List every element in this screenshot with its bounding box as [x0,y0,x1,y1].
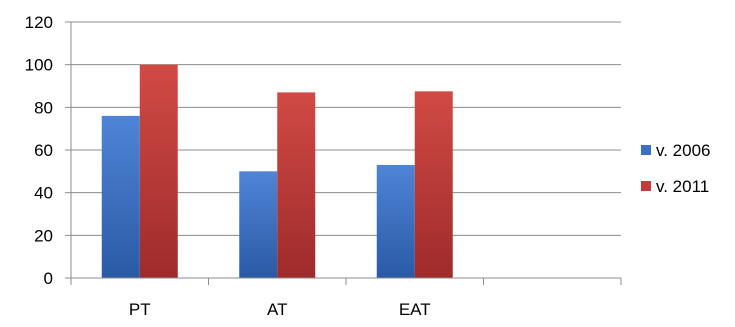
x-tick-label: PT [129,300,151,319]
y-tick-label: 0 [44,269,53,288]
x-tick-labels: PT AT EAT [129,300,431,319]
axes [65,21,622,285]
legend-label: v. 2006 [656,141,711,160]
legend-swatch [641,181,651,191]
y-tick-label: 60 [34,141,53,160]
bar-at-series-1 [277,92,316,279]
bar-eat-series-0 [376,164,415,278]
y-tick-labels: 0 20 40 60 80 100 120 [25,13,53,288]
bar-eat-series-1 [414,91,453,278]
bars [101,64,453,279]
y-tick-label: 20 [34,226,53,245]
bar-pt-series-0 [101,115,140,278]
x-tick-label: EAT [399,300,431,319]
legend-label: v. 2011 [656,177,709,196]
x-tick-label: AT [267,300,287,319]
legend: v. 2006 v. 2011 [641,141,711,196]
y-tick-label: 80 [34,98,53,117]
y-tick-label: 40 [34,184,53,203]
legend-swatch [641,145,651,155]
y-tick-label: 120 [25,13,53,32]
y-tick-label: 100 [25,56,53,75]
bar-pt-series-1 [139,64,178,279]
bar-at-series-0 [239,171,278,278]
